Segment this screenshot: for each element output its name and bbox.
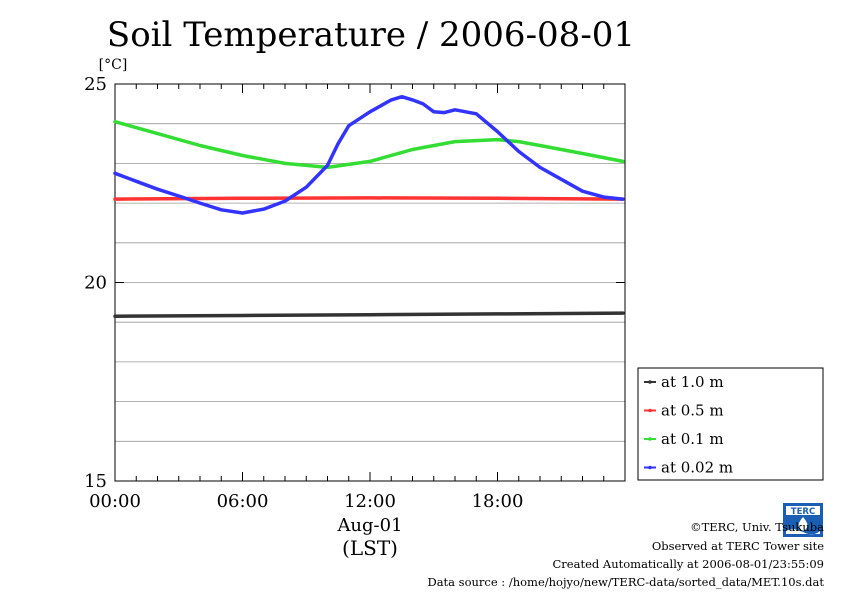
series-line-0 (113, 311, 625, 318)
legend-marker (648, 437, 652, 441)
y-tick-label: 25 (84, 74, 107, 95)
x-tick-label: 18:00 (472, 491, 524, 512)
data-source-text: Data source : /home/hojyo/new/TERC-data/… (427, 575, 824, 589)
legend-label: at 0.02 m (661, 459, 733, 477)
legend-frame (637, 367, 824, 481)
series-lines (113, 94, 625, 318)
x-axis-date-label: Aug-01 (336, 515, 402, 536)
legend-marker (648, 408, 652, 413)
terc-logo: TERC (783, 503, 823, 537)
y-tick-label: 20 (84, 273, 107, 294)
legend-label: at 0.5 m (661, 402, 724, 420)
legend-label: at 1.0 m (661, 373, 724, 391)
copyright-text: ©TERC, Univ. Tsukuba (690, 520, 824, 534)
terc-logo-icon: TERC (783, 503, 823, 537)
created-text: Created Automatically at 2006-08-01/23:5… (552, 557, 825, 571)
legend-marker (648, 380, 652, 384)
series-line-1 (113, 196, 625, 201)
legend-label: at 0.1 m (661, 430, 724, 448)
svg-text:TERC: TERC (791, 507, 815, 517)
observed-text: Observed at TERC Tower site (651, 539, 824, 553)
series-line-2 (113, 119, 625, 170)
legend-marker (648, 465, 652, 470)
x-tick-label: 06:00 (217, 491, 269, 512)
x-tick-label: 00:00 (89, 491, 141, 512)
chart-title: Soil Temperature / 2006-08-01 (107, 15, 635, 55)
axis-ticks: 15 20 25 00:00 06:00 12:00 18:00 (84, 74, 626, 512)
y-tick-label: 15 (84, 471, 107, 492)
y-axis-unit-label: [°C] (99, 57, 128, 73)
legend: at 1.0 m at 0.5 m at 0.1 m at 0.02 m (637, 367, 824, 481)
x-tick-label: 12:00 (344, 491, 396, 512)
series-line-3 (113, 94, 625, 215)
x-axis-unit-label: (LST) (342, 536, 398, 560)
